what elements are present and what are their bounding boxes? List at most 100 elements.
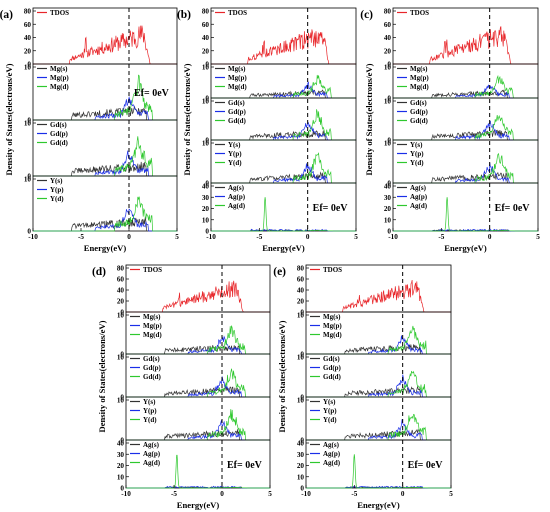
y-tick-label: 0	[205, 137, 209, 145]
dos-series-line	[393, 197, 538, 232]
legend-label: Y(p)	[323, 407, 337, 415]
y-tick-label: 30	[202, 194, 210, 202]
y-tick-label: 20	[384, 205, 392, 213]
dos-subplot: 0 10 20 30 40 Ag(s)Ag(p)Ag(d)	[384, 183, 539, 236]
x-tick-label: 5	[175, 233, 179, 241]
y-tick-label: 0	[27, 61, 31, 69]
dos-subplot: 010 Mg(s)Mg(p)Mg(d)	[202, 64, 357, 103]
panel-label: (d)	[92, 266, 106, 278]
dos-subplot: 0 20 40 60 80 TDOS	[117, 265, 271, 317]
legend-label: Gd(p)	[410, 108, 429, 116]
y-tick-label: 20	[202, 205, 210, 213]
legend-label: Y(d)	[50, 195, 64, 203]
y-tick-label: 20	[297, 462, 305, 470]
dos-subplot: 0 20 40 60 80 TDOS	[24, 8, 178, 69]
legend-label: Gd(s)	[50, 121, 67, 129]
legend-label: Gd(p)	[50, 130, 69, 138]
x-axis-title: Energy(eV)	[357, 500, 400, 510]
dos-series-line	[211, 171, 356, 184]
legend-label: Ag(p)	[410, 193, 428, 201]
legend-label: Gd(s)	[228, 99, 245, 107]
y-tick-label: 20	[117, 462, 125, 470]
y-tick-label: 0	[300, 394, 304, 402]
legend-label: Ag(s)	[410, 184, 427, 192]
legend-label: Y(d)	[143, 416, 157, 424]
y-tick-label: 10	[117, 397, 125, 405]
dos-subplot: 010 Y(s)Y(p)Y(d)	[24, 176, 178, 236]
dos-subplot: 010 Gd(s)Gd(p)Gd(d)	[24, 120, 178, 181]
y-tick-label: 40	[202, 183, 210, 191]
legend-label: Mg(d)	[228, 83, 247, 91]
y-tick-label: 0	[387, 180, 391, 188]
legend-label: TDOS	[50, 9, 69, 17]
legend-label: Gd(d)	[410, 117, 429, 125]
x-tick-label: 0	[127, 233, 131, 241]
y-tick-label: 0	[300, 485, 304, 493]
panel-label: (c)	[360, 9, 373, 21]
legend-label: Mg(s)	[410, 65, 428, 73]
y-tick-label: 60	[24, 21, 32, 29]
dos-series-line	[211, 121, 356, 141]
x-tick-label: -10	[206, 233, 216, 241]
y-tick-label: 40	[117, 287, 125, 295]
legend-label: Mg(d)	[50, 83, 69, 91]
dos-subplot: 010 Y(s)Y(p)Y(d)	[202, 140, 357, 188]
legend-label: Y(s)	[323, 398, 336, 406]
y-tick-label: 0	[27, 173, 31, 181]
y-tick-label: 40	[384, 183, 392, 191]
fermi-annotation: Ef= 0eV	[134, 88, 170, 99]
dos-subplot: 010 Y(s)Y(p)Y(d)	[297, 397, 452, 445]
y-tick-label: 0	[120, 351, 124, 359]
legend-label: Mg(d)	[143, 331, 162, 339]
x-axis-title: Energy(eV)	[177, 500, 220, 510]
legend-label: Gd(s)	[410, 99, 427, 107]
legend-label: Gd(p)	[228, 108, 247, 116]
dos-series-line	[306, 454, 451, 489]
legend-label: Gd(p)	[323, 364, 342, 372]
y-tick-label: 20	[384, 47, 392, 55]
dos-subplot: 010 Mg(s)Mg(p)Mg(d)	[384, 64, 539, 103]
y-tick-label: 0	[120, 437, 124, 445]
panel-label: (e)	[273, 266, 286, 278]
y-tick-label: 0	[387, 228, 391, 236]
y-tick-label: 10	[202, 140, 210, 148]
x-tick-label: 5	[268, 490, 272, 498]
y-tick-label: 60	[202, 21, 210, 29]
legend-label: Ag(s)	[323, 441, 340, 449]
dos-subplot: 010 Gd(s)Gd(p)Gd(d)	[117, 354, 271, 402]
dos-series-line	[393, 89, 538, 99]
y-tick-label: 30	[384, 194, 392, 202]
dos-subplot: 0 20 40 60 80 TDOS	[297, 265, 452, 317]
y-tick-label: 10	[117, 312, 125, 320]
legend-label: Mg(s)	[50, 65, 68, 73]
legend-label: Y(s)	[143, 398, 156, 406]
y-tick-label: 20	[297, 298, 305, 306]
x-tick-label: 0	[401, 490, 405, 498]
x-tick-label: 5	[354, 233, 358, 241]
dos-series-line	[126, 429, 270, 441]
legend-label: Mg(p)	[228, 74, 247, 82]
legend-label: Mg(p)	[50, 74, 69, 82]
y-tick-label: 0	[205, 180, 209, 188]
y-tick-label: 10	[297, 312, 305, 320]
legend-label: Mg(s)	[143, 313, 161, 321]
dos-subplot: 010 Mg(s)Mg(p)Mg(d)	[297, 312, 452, 359]
legend-label: Mg(p)	[143, 322, 162, 330]
dos-series-line	[33, 25, 177, 65]
legend-label: Gd(s)	[323, 355, 340, 363]
x-tick-label: -10	[121, 490, 131, 498]
x-tick-label: 0	[306, 233, 310, 241]
y-tick-label: 10	[202, 216, 210, 224]
dos-subplot: 010 Gd(s)Gd(p)Gd(d)	[202, 98, 357, 145]
y-tick-label: 20	[117, 298, 125, 306]
legend-label: Gd(d)	[143, 373, 162, 381]
dos-series-line	[33, 95, 177, 121]
dos-subplot: 0 10 20 30 40 Ag(s)Ag(p)Ag(d)	[117, 440, 271, 493]
y-tick-label: 10	[384, 98, 392, 106]
x-tick-label: -5	[438, 233, 444, 241]
y-tick-label: 10	[297, 354, 305, 362]
legend-label: Mg(s)	[323, 313, 341, 321]
